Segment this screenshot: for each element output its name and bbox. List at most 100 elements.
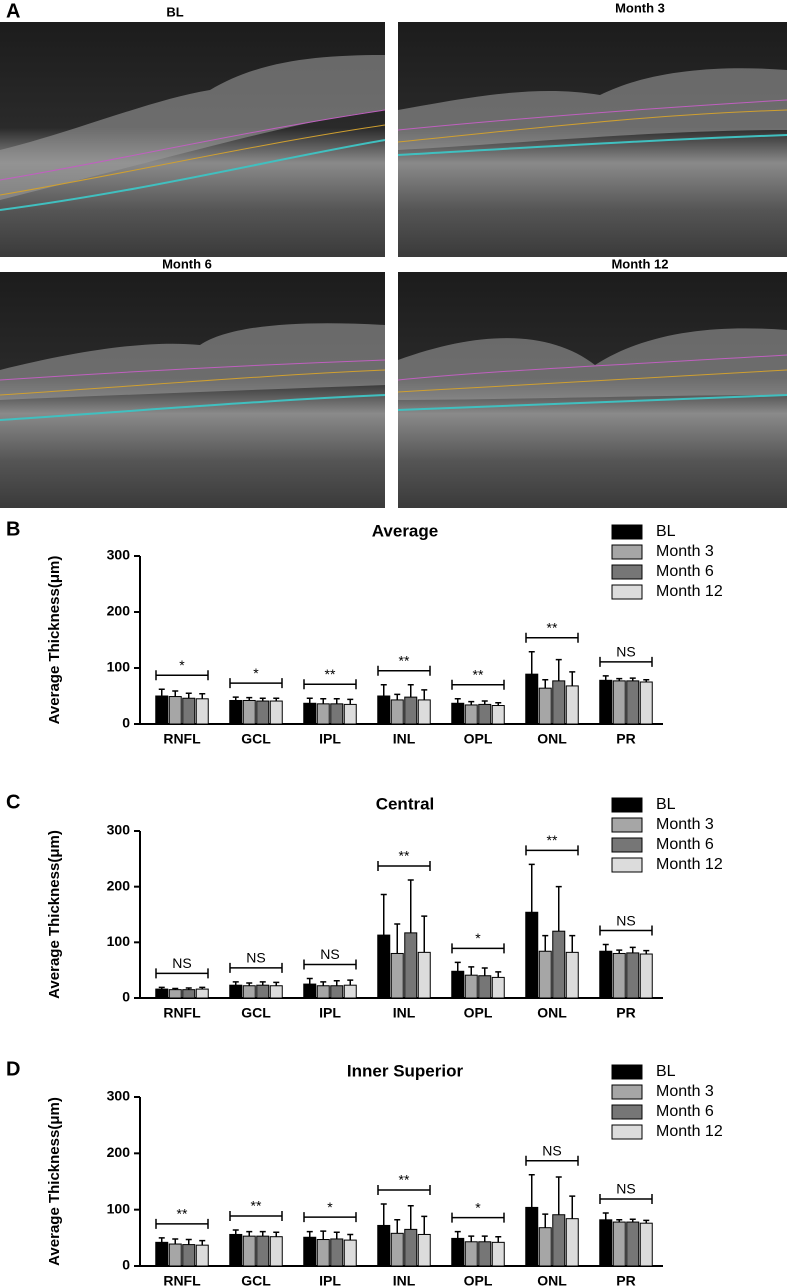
panel-label: C	[6, 791, 20, 813]
error-bar	[555, 885, 562, 932]
significance-bracket	[525, 1155, 579, 1166]
error-bar	[542, 1213, 549, 1228]
legend-label: Month 3	[656, 816, 714, 833]
significance-bracket	[525, 845, 579, 856]
error-bar	[380, 893, 387, 936]
significance-label: **	[473, 667, 484, 683]
error-bar	[259, 1230, 266, 1237]
legend-label: Month 6	[656, 836, 714, 853]
error-bar	[629, 946, 636, 953]
bar	[316, 1239, 330, 1267]
significance-label: **	[399, 848, 410, 864]
significance-label: *	[475, 930, 481, 946]
legend-label: Month 12	[656, 1123, 723, 1140]
x-tick-label: OPL	[464, 1005, 493, 1021]
bar	[155, 695, 169, 725]
significance-label: NS	[616, 644, 635, 660]
bar	[491, 1241, 505, 1267]
error-bar	[246, 696, 253, 701]
error-bar	[394, 923, 401, 954]
error-bar	[407, 684, 414, 698]
error-bar	[495, 971, 502, 978]
bar	[256, 1235, 270, 1267]
error-bar	[172, 690, 179, 697]
x-tick-label: PR	[616, 1005, 635, 1021]
significance-bracket	[525, 632, 579, 643]
legend-swatch	[611, 1064, 643, 1080]
error-bar	[643, 679, 650, 682]
error-bar	[602, 1212, 609, 1220]
error-bar	[273, 981, 280, 986]
y-tick-label: 300	[107, 822, 131, 838]
significance-label: *	[475, 1199, 481, 1215]
error-bar	[394, 693, 401, 700]
significance-bracket	[229, 1210, 283, 1221]
error-bar	[569, 1195, 576, 1219]
bar	[168, 696, 182, 725]
chart-title: Central	[376, 794, 435, 813]
significance-bracket	[155, 968, 209, 979]
bar	[377, 695, 391, 725]
bar	[269, 985, 283, 999]
significance-bracket	[599, 925, 653, 936]
legend-swatch	[611, 564, 643, 580]
bar	[343, 984, 357, 999]
legend-swatch	[611, 524, 643, 540]
image-label: Month 3	[615, 0, 665, 15]
bar	[599, 1219, 613, 1267]
significance-label: NS	[246, 950, 265, 966]
bar	[195, 1244, 209, 1267]
bar	[626, 1221, 640, 1267]
error-bar	[629, 677, 636, 681]
bar	[316, 985, 330, 999]
error-bar	[306, 977, 313, 985]
bar	[639, 1222, 653, 1267]
bar	[538, 687, 552, 725]
significance-label: **	[177, 1206, 188, 1222]
panel-label: A	[6, 0, 20, 22]
significance-label: **	[547, 832, 558, 848]
bar	[599, 679, 613, 725]
error-bar	[616, 949, 623, 954]
error-bar	[643, 949, 650, 955]
bar	[464, 1241, 478, 1267]
bar	[303, 1236, 317, 1267]
significance-bracket	[451, 1212, 505, 1223]
bar	[565, 1218, 579, 1267]
error-bar	[185, 692, 192, 699]
bar	[242, 699, 256, 725]
bar	[491, 976, 505, 999]
bar	[538, 950, 552, 999]
y-axis-label: Average Thickness(μm)	[46, 556, 63, 725]
image-label: Month 6	[162, 256, 212, 271]
significance-label: NS	[616, 1181, 635, 1197]
significance-bracket	[599, 1194, 653, 1205]
x-tick-label: RNFL	[163, 731, 201, 747]
significance-label: **	[547, 619, 558, 635]
error-bar	[199, 986, 206, 990]
error-bar	[185, 1238, 192, 1245]
x-tick-label: ONL	[537, 731, 567, 747]
bar	[330, 985, 344, 999]
bar	[182, 697, 196, 725]
significance-bracket	[303, 1212, 357, 1223]
x-tick-label: IPL	[319, 731, 341, 747]
bar	[330, 1238, 344, 1267]
error-bar	[259, 981, 266, 986]
legend-label: Month 12	[656, 583, 723, 600]
legend-label: BL	[656, 523, 676, 540]
bar	[626, 952, 640, 999]
y-tick-label: 300	[107, 1088, 131, 1104]
legend-swatch	[611, 544, 643, 560]
error-bar	[542, 934, 549, 952]
bar	[626, 680, 640, 725]
x-tick-label: INL	[393, 1005, 416, 1021]
panel-label: D	[6, 1058, 20, 1080]
significance-bracket	[451, 679, 505, 690]
error-bar	[347, 1233, 354, 1241]
bar	[182, 1244, 196, 1267]
chart-title: Inner Superior	[347, 1061, 464, 1080]
error-bar	[629, 1218, 636, 1223]
error-bar	[158, 1237, 165, 1243]
bar	[269, 1236, 283, 1267]
